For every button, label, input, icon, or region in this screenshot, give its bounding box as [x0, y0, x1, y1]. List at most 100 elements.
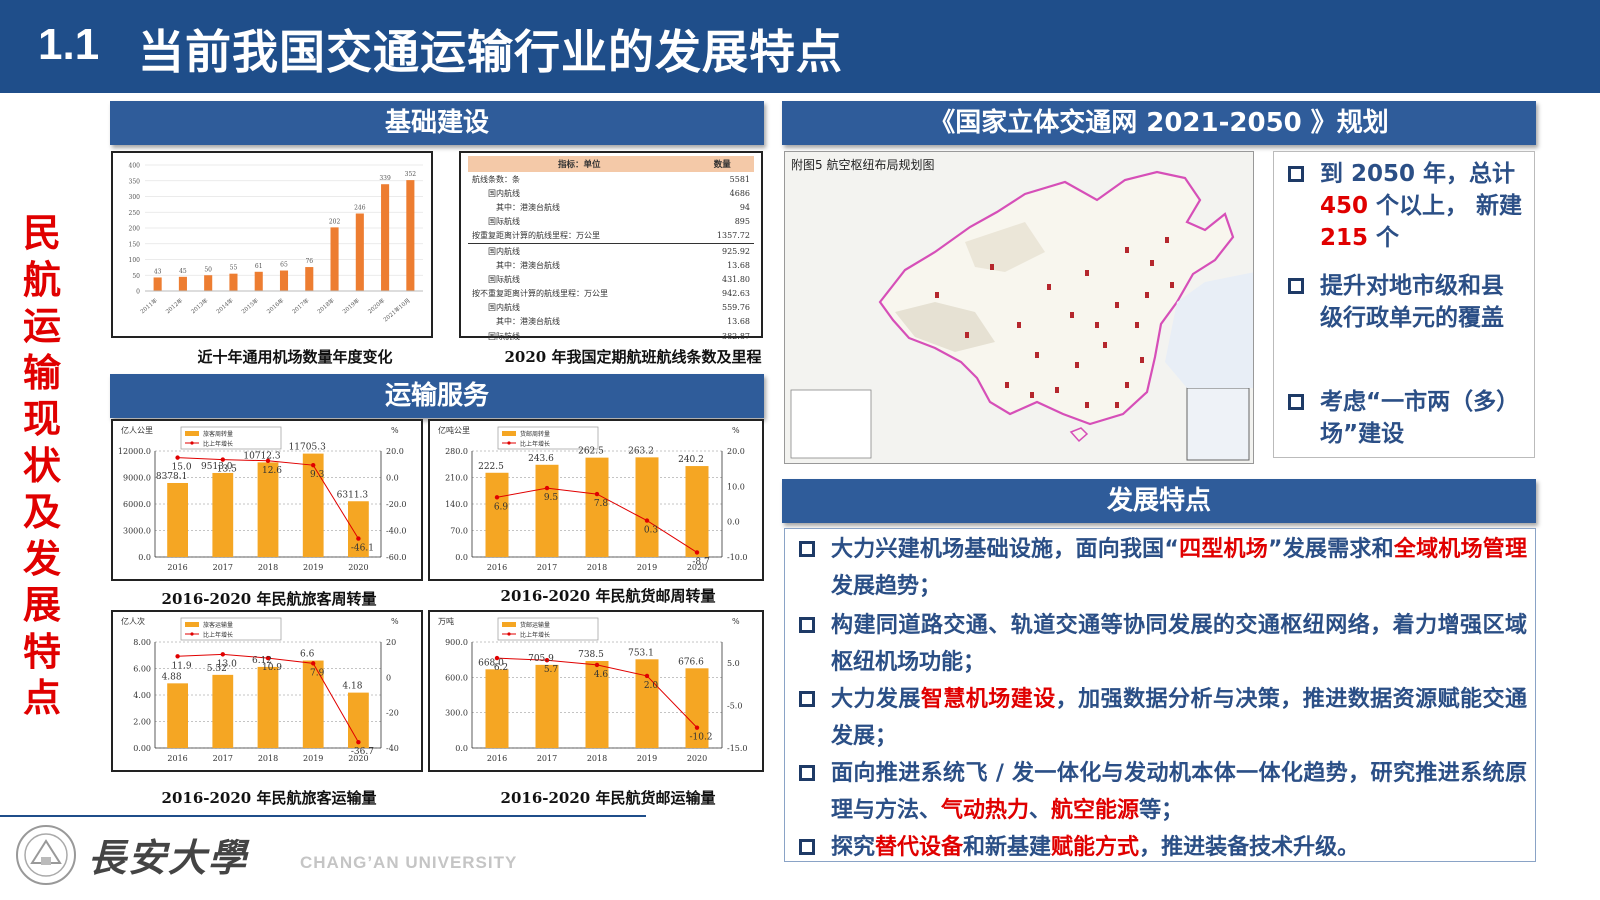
bar	[229, 273, 238, 291]
legend-box	[497, 426, 599, 450]
checkbox-bullet-icon	[799, 617, 815, 633]
growth-marker	[311, 462, 316, 468]
airport-hub-marker	[1017, 322, 1021, 328]
growth-marker	[694, 725, 700, 730]
bar	[257, 666, 279, 748]
table-cell-quantity: 925.92	[690, 242, 754, 259]
cargo-volume-chart-panel: 万吨% 货邮运输量 比上年增长 900.0 600.0 300.0 0.0 5.0 -5.0 -1…	[428, 610, 764, 772]
terrain-shading	[895, 302, 995, 352]
growth-marker	[175, 455, 180, 460]
y-tick-label: 8.00	[133, 638, 151, 647]
highlight-text: 全域机场管理	[1393, 537, 1527, 562]
y-tick-label: 0.0	[455, 553, 468, 562]
x-tick-label: 2020	[687, 754, 707, 763]
y2-tick-label: 0.0	[386, 474, 399, 483]
table-cell-quantity: 382.87	[722, 331, 750, 341]
table-cell-indicator: 国内航线	[488, 303, 520, 313]
growth-marker	[544, 658, 550, 663]
x-tick-label: 2017年	[290, 296, 311, 315]
growth-marker	[544, 485, 550, 491]
bar	[406, 180, 415, 291]
airport-hub-marker	[1115, 402, 1119, 408]
growth-label: 6.2	[494, 663, 508, 673]
y-tick-label: 2.00	[133, 718, 151, 727]
table-header-quantity: 数量	[690, 156, 754, 172]
map-label: 附图5 航空枢纽布局规划图	[791, 158, 935, 172]
table-cell-indicator: 其中：港澳台航线	[496, 260, 560, 270]
highlight-text: 航空能源	[1051, 798, 1140, 823]
bar	[302, 660, 324, 748]
bar	[330, 227, 339, 291]
table-row: 航线条数：条 5581	[468, 172, 754, 186]
feature-text: 大力发展智慧机场建设，加强数据分析与决策，推进数据资源赋能交通发展；	[831, 681, 1527, 755]
bar	[535, 664, 559, 748]
y2-tick-label: -60.0	[386, 553, 407, 562]
side-title-char: 发	[22, 536, 61, 581]
china-outline	[878, 170, 1235, 426]
table-cell-quantity: 13.68	[727, 317, 750, 327]
side-title-char: 航	[22, 257, 61, 302]
bar	[302, 453, 324, 557]
bar	[153, 277, 162, 291]
data-label: 222.5	[478, 462, 504, 472]
bar	[585, 661, 609, 748]
table-row: 其中：港澳台航线 13.68	[468, 315, 754, 329]
airport-hub-marker	[1103, 342, 1107, 348]
y-tick-label: 50	[132, 273, 140, 280]
bar	[279, 270, 289, 291]
growth-marker	[494, 495, 500, 500]
x-tick-label: 2019	[303, 563, 323, 572]
y-tick-label: 0.0	[455, 744, 468, 753]
growth-label: 10.9	[262, 663, 282, 673]
highlight-text: 450	[1320, 193, 1369, 219]
y-tick-label: 210.0	[445, 474, 468, 483]
data-label: 6311.3	[337, 490, 369, 500]
airport-hub-marker	[1005, 382, 1009, 388]
body-text: 发展趋势；	[831, 574, 942, 599]
highlight-text: 赋能方式	[1051, 835, 1140, 860]
airport-hub-marker	[1150, 260, 1154, 266]
data-label: 8378.1	[156, 472, 188, 482]
checkbox-bullet-icon	[1288, 166, 1304, 182]
legend-label: 比上年增长	[203, 440, 233, 448]
section-header-plan: 《国家立体交通网 2021-2050 》规划	[782, 101, 1536, 145]
x-tick-label: 2016	[167, 563, 187, 572]
cargo-turnover-chart-panel: 亿吨公里% 货邮周转量 比上年增长 280.0 210.0 140.0 70.0 0.0 20.…	[428, 419, 764, 581]
y-tick-label: 400	[129, 163, 141, 170]
feature-text: 大力兴建机场基础设施，面向我国“四型机场”发展需求和全域机场管理发展趋势；	[831, 531, 1527, 605]
y2-tick-label: 10.0	[727, 482, 745, 491]
table-row: 其中：港澳台航线 13.68	[468, 258, 754, 272]
growth-marker	[594, 662, 600, 668]
highlight-text: 四型机场	[1178, 537, 1269, 562]
growth-label: 5.7	[544, 665, 559, 675]
table-cell-quantity: 4686	[729, 188, 750, 198]
table-row: 国内航线 559.76	[468, 301, 754, 315]
bar	[257, 462, 279, 557]
table-cell-indicator: 国内航线	[468, 242, 691, 259]
university-emblem-icon	[16, 825, 76, 885]
growth-label: 7.8	[594, 499, 609, 509]
growth-label: 13.5	[217, 465, 237, 475]
legend-label: 旅客周转量	[203, 430, 233, 438]
y2-tick-label: 20.0	[386, 447, 404, 456]
growth-label: -10.2	[689, 733, 712, 743]
airport-hub-marker	[1135, 322, 1139, 328]
bar	[635, 457, 659, 557]
table-row: 按重复距离计算的航线里程：万公里 1357.72	[468, 229, 754, 244]
bar	[167, 683, 188, 748]
university-calligraphy-logo: 長安大學	[88, 835, 249, 880]
feature-point: 构建同道路交通、轨道交通等协同发展的交通枢纽网络，着力增强区域枢纽机场功能；	[799, 607, 1527, 681]
data-label: 9513.0	[201, 462, 233, 472]
y-tick-label: 6.00	[133, 665, 151, 674]
legend-box	[497, 617, 599, 641]
y-tick-label: 4.00	[133, 691, 151, 700]
y-tick-label: 0.00	[133, 744, 151, 753]
checkbox-bullet-icon	[799, 541, 815, 557]
y2-tick-label: 20	[386, 638, 396, 647]
unit-left-label: 亿人公里	[121, 425, 153, 435]
x-tick-label: 2017	[213, 754, 233, 763]
terrain-shading-2	[965, 222, 1045, 272]
legend-bar-swatch	[502, 622, 516, 627]
cargo-volume-caption: 2016-2020 年民航货邮运输量	[500, 789, 716, 807]
